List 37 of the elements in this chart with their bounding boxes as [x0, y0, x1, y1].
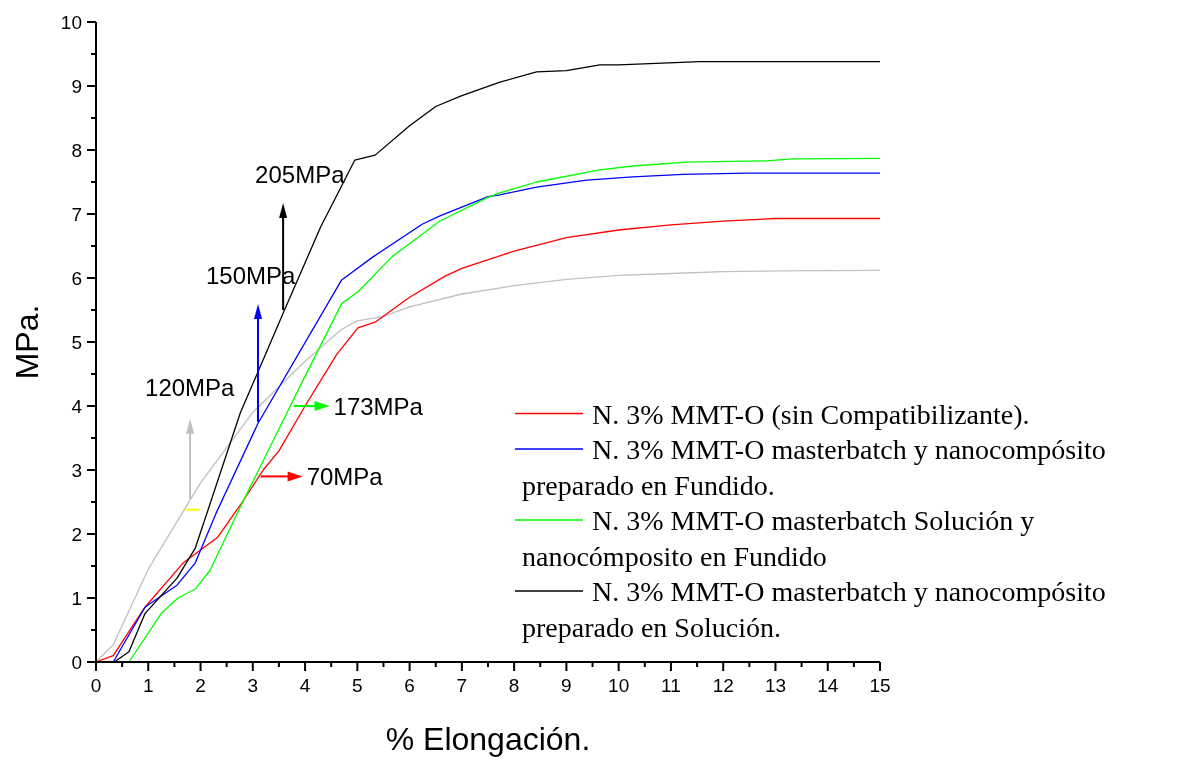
legend-label: N. 3% MMT-O masterbatch y nanocompósito preparado en Fundido.	[522, 434, 1106, 501]
annotation: 70MPa	[306, 463, 384, 491]
y-axis-title: MPa.	[9, 304, 45, 380]
y-tick-label: 3	[71, 459, 82, 481]
x-tick-label: 11	[661, 675, 681, 696]
x-tick-label: 3	[247, 675, 259, 696]
x-tick-label: 5	[352, 675, 363, 696]
annotation: 205MPa	[255, 161, 346, 188]
x-tick-label: 9	[561, 675, 572, 696]
annotation: 120MPa	[145, 373, 236, 401]
y-tick-label: 7	[71, 203, 82, 225]
x-tick-label: 12	[712, 675, 734, 696]
y-tick-label: 4	[71, 395, 83, 417]
y-tick-label: 6	[71, 267, 82, 289]
x-tick-label: 8	[508, 675, 520, 696]
x-axis-title: % Elongación.	[385, 721, 591, 757]
y-tick-label: 8	[71, 139, 82, 161]
legend-label: N. 3% MMT-O masterbatch Solución y nanocómposito en Fundido	[522, 505, 1035, 572]
x-tick-label: 10	[608, 675, 630, 696]
x-tick-label: 14	[817, 675, 839, 696]
x-tick-label: 4	[299, 675, 311, 696]
legend-label: N. 3% MMT-O masterbatch y nanocompósito preparado en Solución.	[522, 576, 1106, 643]
y-tick-label: 9	[71, 75, 82, 97]
x-tick-label: 2	[195, 675, 206, 696]
x-tick-label: 13	[764, 675, 787, 696]
x-tick-label: 7	[456, 675, 468, 696]
x-tick-label: 6	[404, 675, 415, 696]
legend-label: N. 3% MMT-O (sin Compatibilizante).	[592, 398, 1030, 430]
y-tick-label: 10	[60, 11, 82, 33]
annotation: 173MPa	[333, 393, 424, 420]
y-tick-label: 1	[71, 587, 82, 609]
y-tick-label: 0	[71, 651, 82, 673]
x-tick-label: 1	[142, 675, 154, 696]
x-tick-label: 0	[90, 675, 102, 696]
x-tick-label: 15	[869, 675, 891, 696]
y-tick-label: 5	[71, 331, 82, 353]
y-tick-label: 2	[71, 523, 82, 545]
